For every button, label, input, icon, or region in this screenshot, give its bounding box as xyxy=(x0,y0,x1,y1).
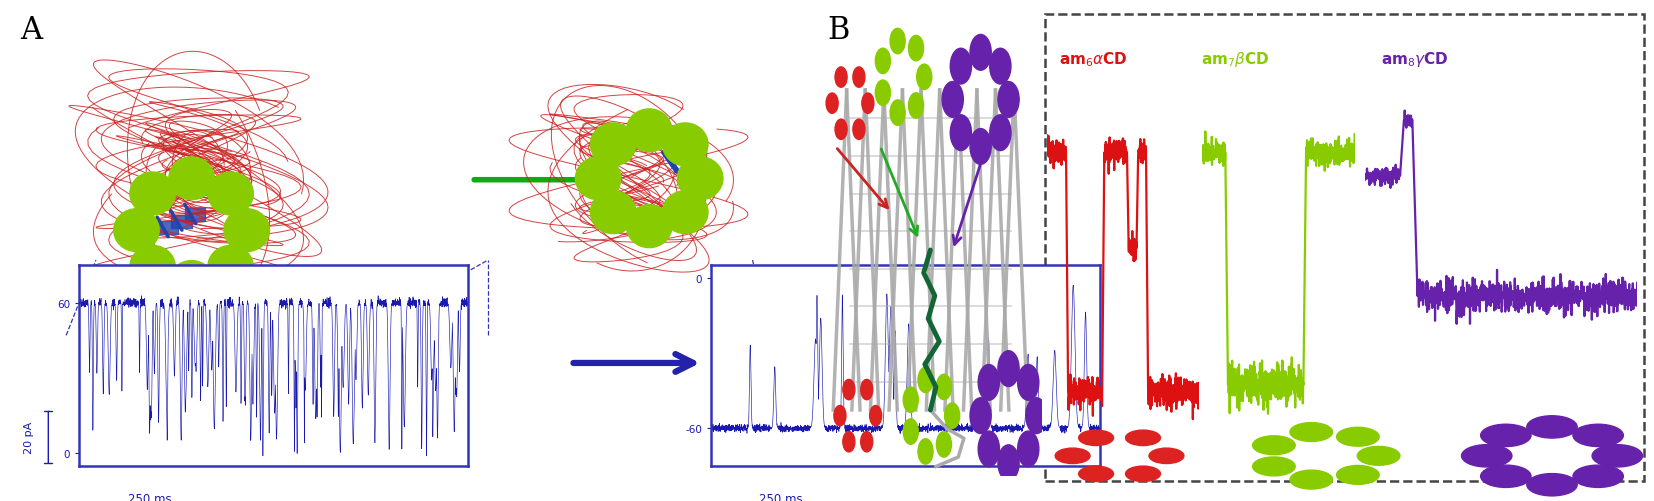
Circle shape xyxy=(131,173,175,215)
Circle shape xyxy=(169,157,215,200)
Circle shape xyxy=(918,439,933,464)
Circle shape xyxy=(1573,424,1623,447)
Bar xyxy=(1045,15,1644,481)
Circle shape xyxy=(860,380,873,400)
Circle shape xyxy=(844,432,855,452)
Circle shape xyxy=(1078,430,1113,446)
Circle shape xyxy=(916,65,931,90)
Circle shape xyxy=(835,120,847,140)
Circle shape xyxy=(860,432,873,452)
Circle shape xyxy=(862,94,873,114)
Circle shape xyxy=(969,129,991,165)
Circle shape xyxy=(835,68,847,88)
Text: A: A xyxy=(20,15,41,46)
Circle shape xyxy=(576,157,620,200)
Circle shape xyxy=(590,191,635,234)
Text: B: B xyxy=(827,15,850,46)
Circle shape xyxy=(1017,431,1039,467)
Circle shape xyxy=(1527,416,1578,438)
Circle shape xyxy=(208,246,253,289)
Circle shape xyxy=(208,173,253,215)
Circle shape xyxy=(969,398,991,434)
Circle shape xyxy=(903,419,918,444)
Circle shape xyxy=(1252,436,1295,455)
Circle shape xyxy=(978,365,999,400)
Circle shape xyxy=(853,120,865,140)
Circle shape xyxy=(114,209,159,252)
Circle shape xyxy=(1290,470,1333,489)
Circle shape xyxy=(663,124,708,166)
Circle shape xyxy=(989,116,1011,151)
Circle shape xyxy=(870,406,882,426)
Circle shape xyxy=(663,191,708,234)
Text: 20 pA: 20 pA xyxy=(23,421,33,453)
Circle shape xyxy=(943,82,963,118)
Circle shape xyxy=(844,380,855,400)
Circle shape xyxy=(903,387,918,413)
Circle shape xyxy=(1527,473,1578,496)
Circle shape xyxy=(834,406,845,426)
Circle shape xyxy=(951,49,971,85)
Circle shape xyxy=(936,432,951,457)
Circle shape xyxy=(853,68,865,88)
Circle shape xyxy=(875,81,890,106)
Circle shape xyxy=(1126,466,1161,481)
Circle shape xyxy=(223,209,270,252)
Circle shape xyxy=(1290,423,1333,441)
Circle shape xyxy=(918,367,933,393)
Circle shape xyxy=(1055,448,1090,463)
Circle shape xyxy=(875,49,890,75)
Circle shape xyxy=(1593,445,1642,467)
Circle shape xyxy=(1252,457,1295,476)
Circle shape xyxy=(1573,465,1623,487)
Circle shape xyxy=(890,29,905,55)
Circle shape xyxy=(997,351,1019,387)
Circle shape xyxy=(1358,446,1399,465)
Circle shape xyxy=(1126,430,1161,446)
Circle shape xyxy=(590,124,635,166)
Text: 250 ms: 250 ms xyxy=(759,492,802,501)
Circle shape xyxy=(627,110,672,152)
Circle shape xyxy=(1480,465,1532,487)
Circle shape xyxy=(1336,465,1379,484)
Circle shape xyxy=(936,375,951,400)
Circle shape xyxy=(908,94,923,119)
Circle shape xyxy=(890,101,905,126)
Circle shape xyxy=(951,116,971,151)
Text: am$_7$$\beta$CD: am$_7$$\beta$CD xyxy=(1201,50,1269,69)
Text: 250 ms: 250 ms xyxy=(127,492,170,501)
Circle shape xyxy=(825,94,839,114)
Circle shape xyxy=(1025,398,1047,434)
Circle shape xyxy=(169,261,215,304)
Circle shape xyxy=(978,431,999,467)
Text: am$_8$$\gamma$CD: am$_8$$\gamma$CD xyxy=(1381,50,1449,69)
Circle shape xyxy=(678,157,723,200)
Circle shape xyxy=(997,445,1019,480)
Circle shape xyxy=(1336,427,1379,446)
Circle shape xyxy=(944,403,959,428)
Circle shape xyxy=(1150,448,1184,463)
Circle shape xyxy=(989,49,1011,85)
Circle shape xyxy=(1480,424,1532,447)
Circle shape xyxy=(131,246,175,289)
Circle shape xyxy=(1017,365,1039,400)
Circle shape xyxy=(997,82,1019,118)
Circle shape xyxy=(1462,445,1512,467)
Circle shape xyxy=(1078,466,1113,481)
Circle shape xyxy=(908,37,923,62)
Circle shape xyxy=(969,36,991,71)
Circle shape xyxy=(627,205,672,248)
Text: am$_6$$\alpha$CD: am$_6$$\alpha$CD xyxy=(1059,50,1128,69)
